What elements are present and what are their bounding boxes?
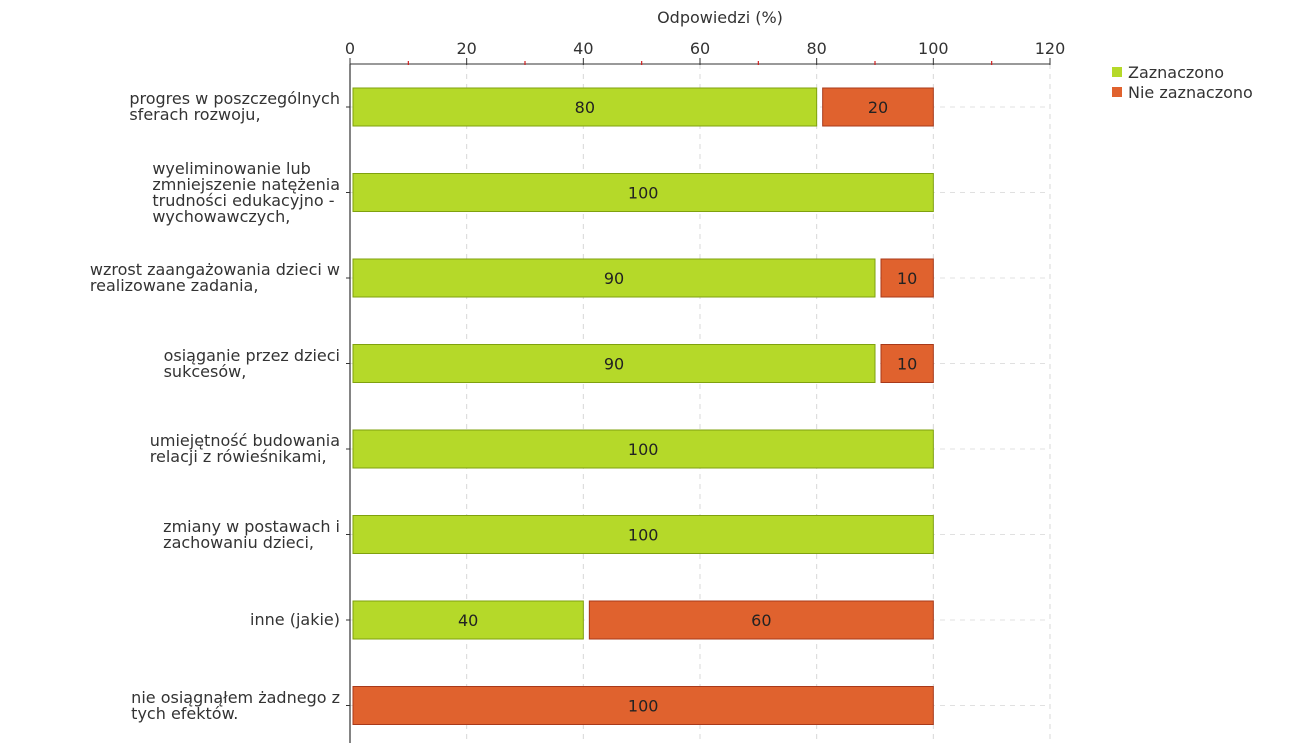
bar-zaznaczono	[352, 258, 876, 298]
x-tick-label: 60	[690, 39, 710, 58]
bar-value-label: 60	[751, 611, 771, 630]
category-label-line: sukcesów,	[163, 361, 247, 381]
bar-nie-zaznaczono	[588, 600, 934, 640]
x-axis-title: Odpowiedzi (%)	[657, 8, 783, 27]
bar-value-label: 20	[868, 98, 888, 117]
category-label-line: sferach rozwoju,	[129, 105, 261, 124]
category-label-line: tych efektów.	[131, 703, 239, 723]
category-label-line: nie osiągnąłem żadnego z	[131, 687, 340, 707]
bar-zaznaczono	[352, 173, 934, 212]
category-label-line: inne (jakie)	[250, 610, 340, 629]
bar-value-label: 100	[628, 526, 659, 545]
legend-swatch-nie-zaznaczono	[1112, 87, 1122, 97]
category-label-line: realizowane zadania,	[89, 276, 259, 295]
category-label-line: zmniejszenie natężenia	[152, 174, 340, 194]
category-label-line: zachowaniu dzieci,	[163, 532, 314, 552]
bar-value-label: 100	[628, 184, 659, 203]
x-tick-label: 100	[918, 39, 949, 58]
x-tick-label: 40	[573, 39, 593, 58]
bar-nie-zaznaczono	[880, 258, 934, 298]
x-tick-label: 20	[456, 39, 476, 58]
bar-zaznaczono	[352, 515, 934, 554]
legend: Zaznaczono Nie zaznaczono	[1112, 62, 1253, 102]
bar-nie-zaznaczono	[822, 87, 934, 127]
legend-label-zaznaczono: Zaznaczono	[1128, 62, 1225, 82]
category-label-line: wzrost zaangażowania dzieci w	[89, 260, 340, 279]
bar-value-label: 40	[458, 611, 478, 630]
category-label-line: progres w poszczególnych	[129, 89, 340, 108]
category-label: zmiany w postawach i zachowaniu dzieci,	[163, 516, 340, 552]
category-label-line: trudności edukacyjno -	[152, 190, 335, 210]
bar-zaznaczono	[352, 429, 934, 469]
bar-value-label: 100	[628, 440, 659, 459]
category-label: wyeliminowanie lub zmniejszenie natężenia…	[152, 158, 340, 226]
category-label-line: osiąganie przez dzieci	[163, 345, 340, 365]
category-label: nie osiągnąłem żadnego z tych efektów.	[131, 687, 340, 723]
category-label: progres w poszczególnych sferach rozwoju,	[129, 91, 340, 123]
category-label-line: relacji z rówieśnikami,	[149, 447, 327, 466]
legend-swatch-zaznaczono	[1112, 67, 1122, 77]
category-label-line: wychowawczych,	[152, 206, 291, 226]
bar-zaznaczono	[352, 344, 876, 383]
bar-value-label: 10	[897, 269, 917, 288]
bar-value-label: 80	[575, 98, 595, 117]
bar-value-label: 100	[628, 697, 659, 716]
category-label-line: wyeliminowanie lub	[152, 158, 311, 178]
legend-label-nie-zaznaczono: Nie zaznaczono	[1128, 82, 1253, 102]
category-label-line: umiejętność budowania	[149, 431, 340, 450]
bar-zaznaczono	[352, 87, 818, 127]
category-label: wzrost zaangażowania dzieci w realizowane…	[90, 262, 340, 294]
category-label: umiejętność budowania relacji z rówieśnik…	[150, 433, 340, 465]
category-label: inne (jakie)	[250, 612, 340, 628]
x-tick-label: 0	[345, 39, 355, 58]
legend-item-zaznaczono: Zaznaczono	[1112, 62, 1253, 82]
category-label-line: zmiany w postawach i	[163, 516, 340, 536]
bar-value-label: 90	[604, 269, 624, 288]
x-tick-label: 120	[1035, 39, 1066, 58]
bar-value-label: 10	[897, 355, 917, 374]
bar-zaznaczono	[352, 600, 584, 640]
bar-nie-zaznaczono	[880, 344, 934, 383]
category-label: osiąganie przez dzieci sukcesów,	[163, 345, 340, 381]
legend-item-nie-zaznaczono: Nie zaznaczono	[1112, 82, 1253, 102]
x-tick-label: 80	[806, 39, 826, 58]
bar-value-label: 90	[604, 355, 624, 374]
bar-nie-zaznaczono	[352, 686, 934, 725]
